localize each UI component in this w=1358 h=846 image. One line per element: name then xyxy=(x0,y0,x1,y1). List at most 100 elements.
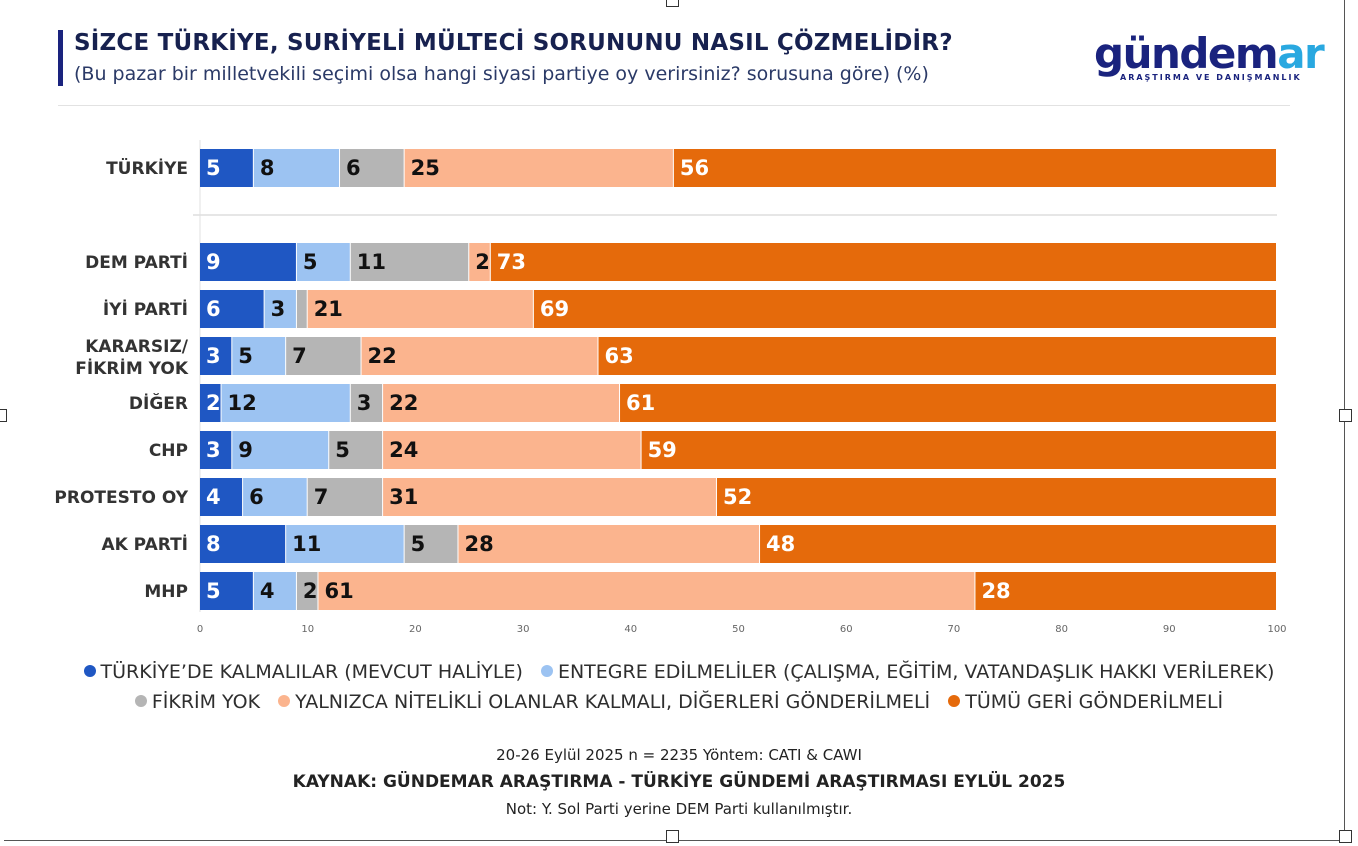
legend-label: TÜRKİYE’DE KALMALILAR (MEVCUT HALİYLE) xyxy=(100,661,523,683)
data-label: 11 xyxy=(292,532,321,556)
bar-segment xyxy=(383,478,716,516)
resize-handle-left[interactable] xyxy=(0,409,7,422)
data-label: 6 xyxy=(346,156,361,180)
bar-segment xyxy=(469,243,490,281)
data-label: 73 xyxy=(497,250,526,274)
data-label: 6 xyxy=(206,297,221,321)
data-label: 52 xyxy=(723,485,752,509)
bar-segment xyxy=(232,431,329,469)
bar-segment xyxy=(286,337,361,375)
category-label: DEM PARTİ xyxy=(85,251,188,273)
legend-dot-icon xyxy=(948,695,961,707)
resize-handle-top[interactable] xyxy=(666,0,679,7)
bar-segment xyxy=(620,384,1276,422)
resize-handle-right[interactable] xyxy=(1339,409,1352,422)
bar-segment xyxy=(350,384,383,422)
data-label: 21 xyxy=(314,297,343,321)
bar-segment xyxy=(533,290,1276,328)
bar-segment xyxy=(307,290,533,328)
bar-segment xyxy=(340,149,404,187)
data-label: 61 xyxy=(626,391,655,415)
bar-segment xyxy=(598,337,1276,375)
bar-segment xyxy=(383,431,641,469)
bar-segment xyxy=(286,525,404,563)
category-label: AK PARTİ xyxy=(101,533,188,555)
data-label: 5 xyxy=(411,532,426,556)
x-tick-label: 100 xyxy=(1267,624,1286,635)
bar-segment xyxy=(716,478,1276,516)
bar-segment xyxy=(296,243,350,281)
data-label: 12 xyxy=(228,391,257,415)
bar-segment xyxy=(760,525,1276,563)
x-tick-label: 60 xyxy=(840,624,853,635)
data-label: 24 xyxy=(389,438,418,462)
bar-segment xyxy=(490,243,1276,281)
category-label: DİĞER xyxy=(129,392,188,414)
data-label: 69 xyxy=(540,297,569,321)
bar-segment xyxy=(350,243,469,281)
bar-segment xyxy=(200,478,243,516)
resize-handle-bottom-right[interactable] xyxy=(1339,830,1352,843)
category-label: KARARSIZ/ xyxy=(85,337,189,357)
data-label: 9 xyxy=(206,250,221,274)
category-label: TÜRKİYE xyxy=(106,157,188,179)
legend-item-entegre: ENTEGRE EDİLMELİLER (ÇALIŞMA, EĞİTİM, VA… xyxy=(540,661,1274,683)
data-label: 5 xyxy=(206,156,221,180)
x-tick-label: 80 xyxy=(1055,624,1068,635)
bar-segment xyxy=(200,149,253,187)
footnote: Not: Y. Sol Parti yerine DEM Parti kulla… xyxy=(505,800,853,818)
data-label: 3 xyxy=(206,438,221,462)
data-label: 5 xyxy=(238,344,253,368)
bar-segment xyxy=(404,149,673,187)
bar-segment xyxy=(641,431,1276,469)
legend-label: TÜMÜ GERİ GÖNDERİLMELİ xyxy=(965,691,1224,713)
bar-segment xyxy=(200,290,264,328)
bar-segment xyxy=(200,243,296,281)
data-label: 61 xyxy=(324,579,353,603)
bar-segment xyxy=(361,337,598,375)
bar-segment xyxy=(329,431,383,469)
bar-segment xyxy=(200,431,232,469)
resize-handle-bottom[interactable] xyxy=(666,830,679,843)
category-label: CHP xyxy=(149,441,188,461)
data-label: 2 xyxy=(303,579,318,603)
data-label: 8 xyxy=(260,156,275,180)
chart-title: SİZCE TÜRKİYE, SURİYELİ MÜLTECİ SORUNUNU… xyxy=(74,30,953,56)
data-label: 5 xyxy=(335,438,350,462)
data-label: 3 xyxy=(271,297,286,321)
data-label: 3 xyxy=(206,344,221,368)
legend-row-2: FİKRİM YOK YALNIZCA NİTELİKLİ OLANLAR KA… xyxy=(0,691,1358,713)
legend-item-tumu-geri: TÜMÜ GERİ GÖNDERİLMELİ xyxy=(948,691,1223,713)
gundemar-logo: gündemar ARAŞTIRMA VE DANIŞMANLIK xyxy=(1094,33,1325,86)
x-tick-label: 0 xyxy=(197,624,203,635)
data-label: 56 xyxy=(680,156,709,180)
logo-word-part1: gündem xyxy=(1094,29,1279,78)
bar-segment xyxy=(383,384,620,422)
data-label: 22 xyxy=(368,344,397,368)
data-label: 8 xyxy=(206,532,221,556)
logo-tagline: ARAŞTIRMA VE DANIŞMANLIK xyxy=(1120,73,1302,82)
bar-segment xyxy=(243,478,307,516)
data-label: 31 xyxy=(389,485,418,509)
source-line: KAYNAK: GÜNDEMAR ARAŞTIRMA - TÜRKİYE GÜN… xyxy=(292,772,1066,792)
x-tick-label: 70 xyxy=(948,624,961,635)
category-label: MHP xyxy=(144,582,188,602)
x-tick-label: 90 xyxy=(1163,624,1176,635)
data-label: 7 xyxy=(314,485,329,509)
logo-wordmark: gündemar xyxy=(1094,33,1325,75)
data-label: 48 xyxy=(766,532,795,556)
bar-segment xyxy=(307,478,383,516)
bar-segment xyxy=(318,572,975,610)
data-label: 6 xyxy=(249,485,264,509)
data-label: 5 xyxy=(303,250,318,274)
x-tick-label: 40 xyxy=(624,624,637,635)
header-divider xyxy=(58,105,1290,106)
data-label: 22 xyxy=(389,391,418,415)
legend-item-fikrim-yok: FİKRİM YOK xyxy=(134,691,260,713)
bar-segment xyxy=(253,149,340,187)
bar-segment xyxy=(253,572,296,610)
bar-segment xyxy=(221,384,350,422)
x-tick-label: 30 xyxy=(517,624,530,635)
category-label: FİKRİM YOK xyxy=(75,357,189,379)
